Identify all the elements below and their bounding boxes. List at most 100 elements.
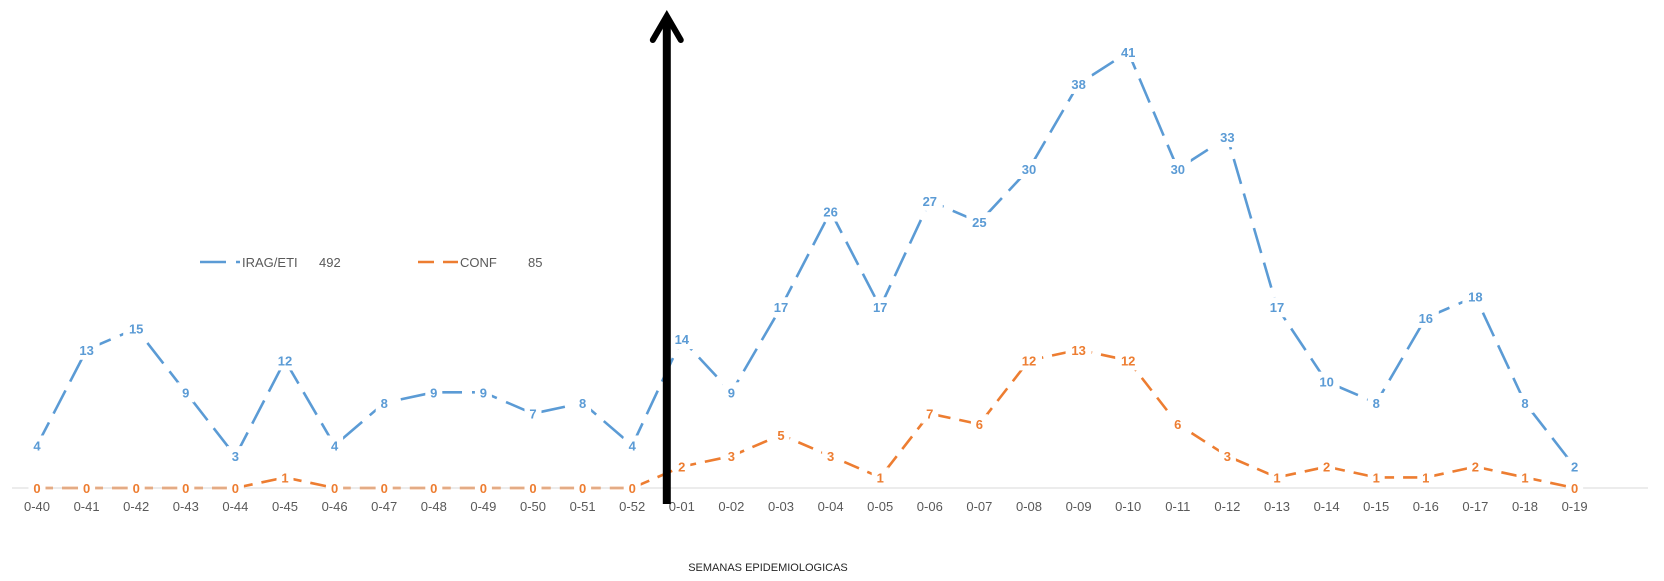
data-label: 13 — [79, 343, 93, 358]
data-label: 4 — [33, 438, 41, 453]
data-label-bg — [916, 190, 943, 211]
data-label: 0 — [133, 481, 140, 496]
data-label-bg — [524, 403, 542, 424]
data-label: 7 — [926, 407, 933, 422]
data-label-bg — [1115, 42, 1142, 63]
data-label-bg — [574, 478, 592, 498]
data-label: 1 — [1521, 470, 1528, 485]
x-tick-label: 0-42 — [123, 499, 149, 514]
data-label-bg — [28, 435, 46, 456]
data-label-bg — [1065, 73, 1092, 94]
data-label-bg — [867, 297, 894, 318]
data-label: 12 — [278, 353, 292, 368]
data-label-bg — [226, 446, 244, 467]
data-label-bg — [1268, 467, 1286, 488]
x-tick-label: 0-10 — [1115, 499, 1141, 514]
x-tick-label: 0-18 — [1512, 499, 1538, 514]
data-label-bg — [966, 212, 993, 233]
x-tick-label: 0-47 — [371, 499, 397, 514]
data-label: 8 — [1373, 396, 1380, 411]
data-label-bg — [1214, 127, 1241, 148]
data-label: 30 — [1171, 162, 1185, 177]
data-label-bg — [226, 478, 244, 498]
data-label-bg — [1318, 456, 1336, 477]
data-label: 12 — [1022, 353, 1036, 368]
data-label-bg — [375, 478, 393, 498]
x-tick-label: 0-03 — [768, 499, 794, 514]
data-label-bg — [1313, 371, 1340, 392]
data-label: 17 — [873, 300, 887, 315]
data-label-bg — [524, 478, 542, 498]
data-label: 0 — [182, 481, 189, 496]
data-label: 17 — [1270, 300, 1284, 315]
data-label-bg — [1516, 392, 1534, 413]
data-label: 16 — [1419, 311, 1433, 326]
data-label-bg — [623, 435, 641, 456]
data-label-bg — [1412, 307, 1439, 328]
x-tick-label: 0-07 — [966, 499, 992, 514]
data-label-bg — [1169, 414, 1187, 435]
legend-label: IRAG/ETI — [242, 255, 298, 270]
data-label: 6 — [976, 417, 983, 432]
data-label-bg — [272, 350, 298, 371]
x-tick-label: 0-11 — [1165, 499, 1190, 514]
data-label-bg — [1164, 159, 1191, 179]
data-label: 0 — [381, 481, 388, 496]
data-label-bg — [1264, 297, 1290, 318]
data-label: 1 — [281, 470, 288, 485]
data-label-bg — [474, 382, 492, 403]
data-label: 1 — [1273, 470, 1280, 485]
x-tick-label: 0-46 — [322, 499, 348, 514]
x-tick-label: 0-12 — [1214, 499, 1240, 514]
data-label-bg — [127, 478, 145, 498]
x-tick-label: 0-49 — [470, 499, 496, 514]
data-label-bg — [28, 478, 46, 498]
data-label-bg — [123, 318, 150, 339]
data-label-bg — [722, 446, 740, 467]
data-label: 2 — [1571, 460, 1578, 475]
legend-label: CONF — [460, 255, 497, 270]
legend-item: IRAG/ETI 492 — [200, 255, 341, 270]
x-tick-label: 0-52 — [619, 499, 645, 514]
data-label-bg — [1115, 350, 1142, 371]
data-label-bg — [78, 478, 96, 498]
data-label-bg — [1218, 446, 1236, 467]
data-label-bg — [1367, 392, 1385, 413]
x-tick-label: 0-19 — [1562, 499, 1588, 514]
data-label: 1 — [1422, 470, 1429, 485]
data-label-bg — [425, 478, 443, 498]
data-label-bg — [574, 392, 592, 413]
data-label: 9 — [480, 385, 487, 400]
data-label: 15 — [129, 322, 143, 337]
x-tick-label: 0-13 — [1264, 499, 1290, 514]
data-label: 12 — [1121, 353, 1135, 368]
x-tick-label: 0-09 — [1066, 499, 1092, 514]
x-tick-label: 0-51 — [570, 499, 596, 514]
data-label: 0 — [33, 481, 40, 496]
annotation-layer — [649, 10, 684, 504]
data-label-bg — [970, 414, 988, 435]
data-label: 1 — [877, 470, 884, 485]
data-label-bg — [817, 201, 844, 222]
data-label-bg — [1566, 478, 1584, 498]
data-label-bg — [921, 403, 939, 424]
x-tick-label: 0-15 — [1363, 499, 1389, 514]
x-tick-label: 0-05 — [867, 499, 893, 514]
x-tick-label: 0-50 — [520, 499, 546, 514]
x-tick-label: 0-16 — [1413, 499, 1439, 514]
data-label: 1 — [1373, 470, 1380, 485]
data-label: 27 — [923, 194, 937, 209]
data-label-bg — [1367, 467, 1385, 488]
data-label-bg — [673, 456, 691, 477]
data-label: 9 — [728, 385, 735, 400]
data-label-bg — [1065, 339, 1092, 360]
legend-total: 492 — [319, 255, 341, 270]
data-label-bg — [668, 329, 695, 350]
data-label: 0 — [629, 481, 636, 496]
data-label: 0 — [579, 481, 586, 496]
x-axis-title: SEMANAS EPIDEMIOLOGICAS — [688, 562, 848, 574]
data-label-bg — [177, 382, 195, 403]
data-label: 13 — [1071, 343, 1085, 358]
data-label: 38 — [1071, 77, 1085, 92]
